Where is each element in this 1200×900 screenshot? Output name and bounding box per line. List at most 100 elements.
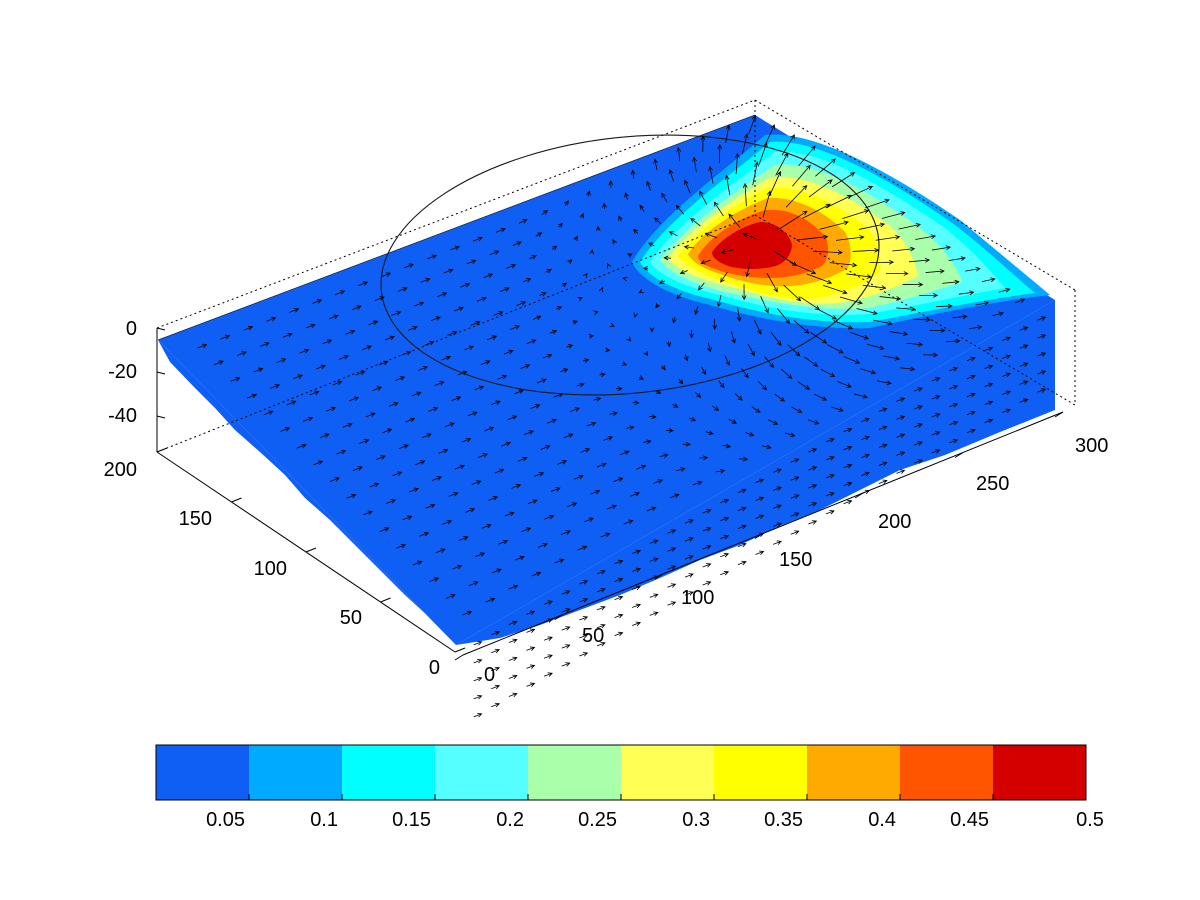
vector-arrow bbox=[737, 488, 747, 494]
vector-arrow bbox=[582, 272, 588, 279]
vector-arrow bbox=[684, 573, 694, 578]
vector-arrow bbox=[949, 385, 959, 390]
vector-arrow bbox=[787, 344, 801, 357]
vector-arrow bbox=[429, 577, 440, 583]
vector-arrow bbox=[346, 493, 357, 499]
vector-arrow bbox=[374, 296, 385, 301]
vector-arrow bbox=[931, 431, 941, 436]
vector-arrow bbox=[931, 395, 941, 400]
vector-arrow bbox=[695, 392, 702, 398]
vector-arrow bbox=[464, 345, 475, 351]
y-tick-label: 0 bbox=[429, 657, 440, 679]
vector-arrow bbox=[490, 400, 501, 406]
colorbar-cell bbox=[435, 745, 529, 800]
vector-arrow bbox=[405, 417, 416, 423]
vector-arrow bbox=[466, 259, 477, 265]
vector-arrow bbox=[839, 296, 863, 305]
vector-arrow bbox=[630, 169, 636, 179]
vector-arrow bbox=[535, 232, 543, 237]
vector-arrow bbox=[803, 356, 819, 367]
vector-arrow bbox=[856, 308, 879, 316]
vector-arrow bbox=[669, 493, 680, 499]
vector-arrow bbox=[580, 448, 591, 453]
vector-arrow bbox=[465, 508, 476, 513]
vector-arrow bbox=[351, 305, 362, 311]
vector-arrow bbox=[293, 374, 303, 380]
vector-arrow bbox=[596, 623, 606, 629]
vector-arrow bbox=[457, 370, 468, 376]
vector-arrow bbox=[543, 672, 553, 677]
vector-arrow bbox=[407, 326, 418, 331]
vector-arrow bbox=[760, 296, 769, 314]
vector-arrow bbox=[789, 261, 817, 275]
y-tick-label: 200 bbox=[104, 459, 137, 481]
vector-arrow bbox=[833, 320, 854, 330]
vector-arrow bbox=[659, 279, 665, 284]
vector-arrow bbox=[737, 506, 747, 512]
z-tick-label: -40 bbox=[108, 405, 137, 427]
vector-arrow bbox=[526, 610, 536, 615]
vector-arrow bbox=[622, 276, 628, 282]
vector-arrow bbox=[588, 334, 595, 339]
vector-arrow bbox=[312, 299, 323, 304]
vector-arrow bbox=[881, 211, 906, 219]
vector-arrow bbox=[605, 347, 611, 353]
vector-arrow bbox=[632, 603, 642, 609]
vector-arrow bbox=[966, 428, 976, 434]
tick-mark bbox=[156, 371, 166, 375]
vector-arrow bbox=[784, 432, 796, 438]
vector-arrow bbox=[332, 380, 343, 386]
y-tick-label: 50 bbox=[340, 607, 362, 629]
vector-arrow bbox=[441, 355, 452, 361]
vector-arrow bbox=[603, 436, 614, 441]
vector-arrow bbox=[720, 534, 730, 540]
vector-arrow bbox=[898, 222, 921, 230]
vector-arrow bbox=[305, 323, 316, 329]
vector-arrow bbox=[451, 396, 462, 401]
vector-arrow bbox=[668, 231, 678, 237]
vector-arrow bbox=[613, 477, 624, 483]
vector-arrow bbox=[561, 662, 571, 667]
vector-arrow bbox=[474, 385, 485, 391]
vector-arrow bbox=[850, 331, 870, 340]
vector-arrow bbox=[632, 400, 640, 406]
vector-arrow bbox=[420, 277, 431, 283]
vector-arrow bbox=[900, 366, 916, 372]
vector-arrow bbox=[1037, 370, 1047, 375]
vector-arrow bbox=[266, 316, 277, 322]
vector-arrow bbox=[243, 325, 254, 331]
z-tick-label: -20 bbox=[108, 361, 137, 383]
vector-arrow bbox=[618, 215, 623, 222]
vector-arrow bbox=[815, 158, 836, 177]
y-tick-label: 100 bbox=[254, 558, 287, 580]
vector-arrow bbox=[781, 134, 795, 156]
vector-arrow bbox=[599, 372, 606, 378]
tick-mark bbox=[156, 415, 166, 419]
vector-arrow bbox=[724, 355, 730, 366]
vector-arrow bbox=[736, 307, 742, 323]
vector-arrow bbox=[668, 168, 674, 182]
vector-arrow bbox=[858, 222, 886, 230]
vector-arrow bbox=[421, 433, 432, 439]
vector-arrow bbox=[487, 335, 498, 341]
vector-arrow bbox=[514, 555, 525, 561]
vector-arrow bbox=[632, 585, 642, 591]
vector-arrow bbox=[319, 433, 330, 439]
vector-arrow bbox=[984, 418, 994, 424]
vector-arrow bbox=[263, 410, 274, 416]
vector-arrow bbox=[842, 209, 870, 220]
vector-arrow bbox=[561, 644, 571, 649]
tick-mark bbox=[156, 447, 168, 453]
vector-arrow bbox=[734, 393, 743, 401]
colorbar-tick-label: 0.15 bbox=[392, 809, 431, 831]
vector-arrow bbox=[577, 545, 588, 551]
vector-arrow bbox=[783, 284, 802, 302]
x-tick-label: 100 bbox=[681, 587, 714, 609]
vector-arrow bbox=[684, 537, 694, 542]
vector-arrow bbox=[660, 365, 666, 371]
vector-arrow bbox=[642, 439, 652, 445]
vector-arrow bbox=[737, 560, 747, 566]
vector-arrow bbox=[737, 524, 747, 530]
vector-arrow bbox=[576, 382, 585, 388]
vector-arrow bbox=[513, 389, 524, 395]
